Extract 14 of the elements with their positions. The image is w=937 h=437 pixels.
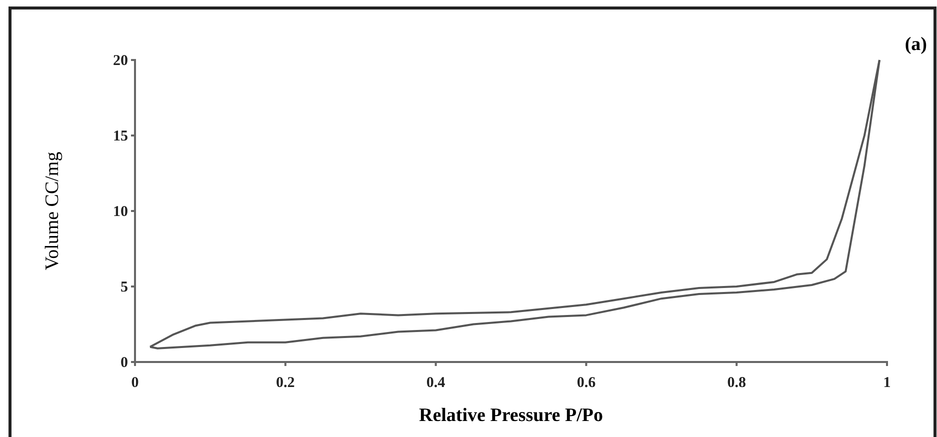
y-tick-label: 0 — [120, 354, 128, 371]
x-axis-title: Relative Pressure P/Po — [419, 405, 603, 426]
x-tick-label: 0.8 — [727, 375, 746, 391]
y-tick-label: 10 — [113, 204, 128, 220]
x-tick-label: 1 — [883, 375, 891, 391]
x-tick-label: 0.4 — [426, 375, 446, 391]
y-tick-label: 20 — [113, 52, 128, 69]
y-axis-title: Volume CC/mg — [42, 151, 63, 270]
y-tick-label: 5 — [120, 279, 128, 296]
y-tick-label: 15 — [113, 128, 128, 144]
text: (a) — [904, 34, 927, 55]
x-tick-label: 0.2 — [276, 375, 295, 391]
x-tick-label: 0.6 — [576, 375, 596, 391]
x-tick-label: 0 — [131, 375, 139, 391]
